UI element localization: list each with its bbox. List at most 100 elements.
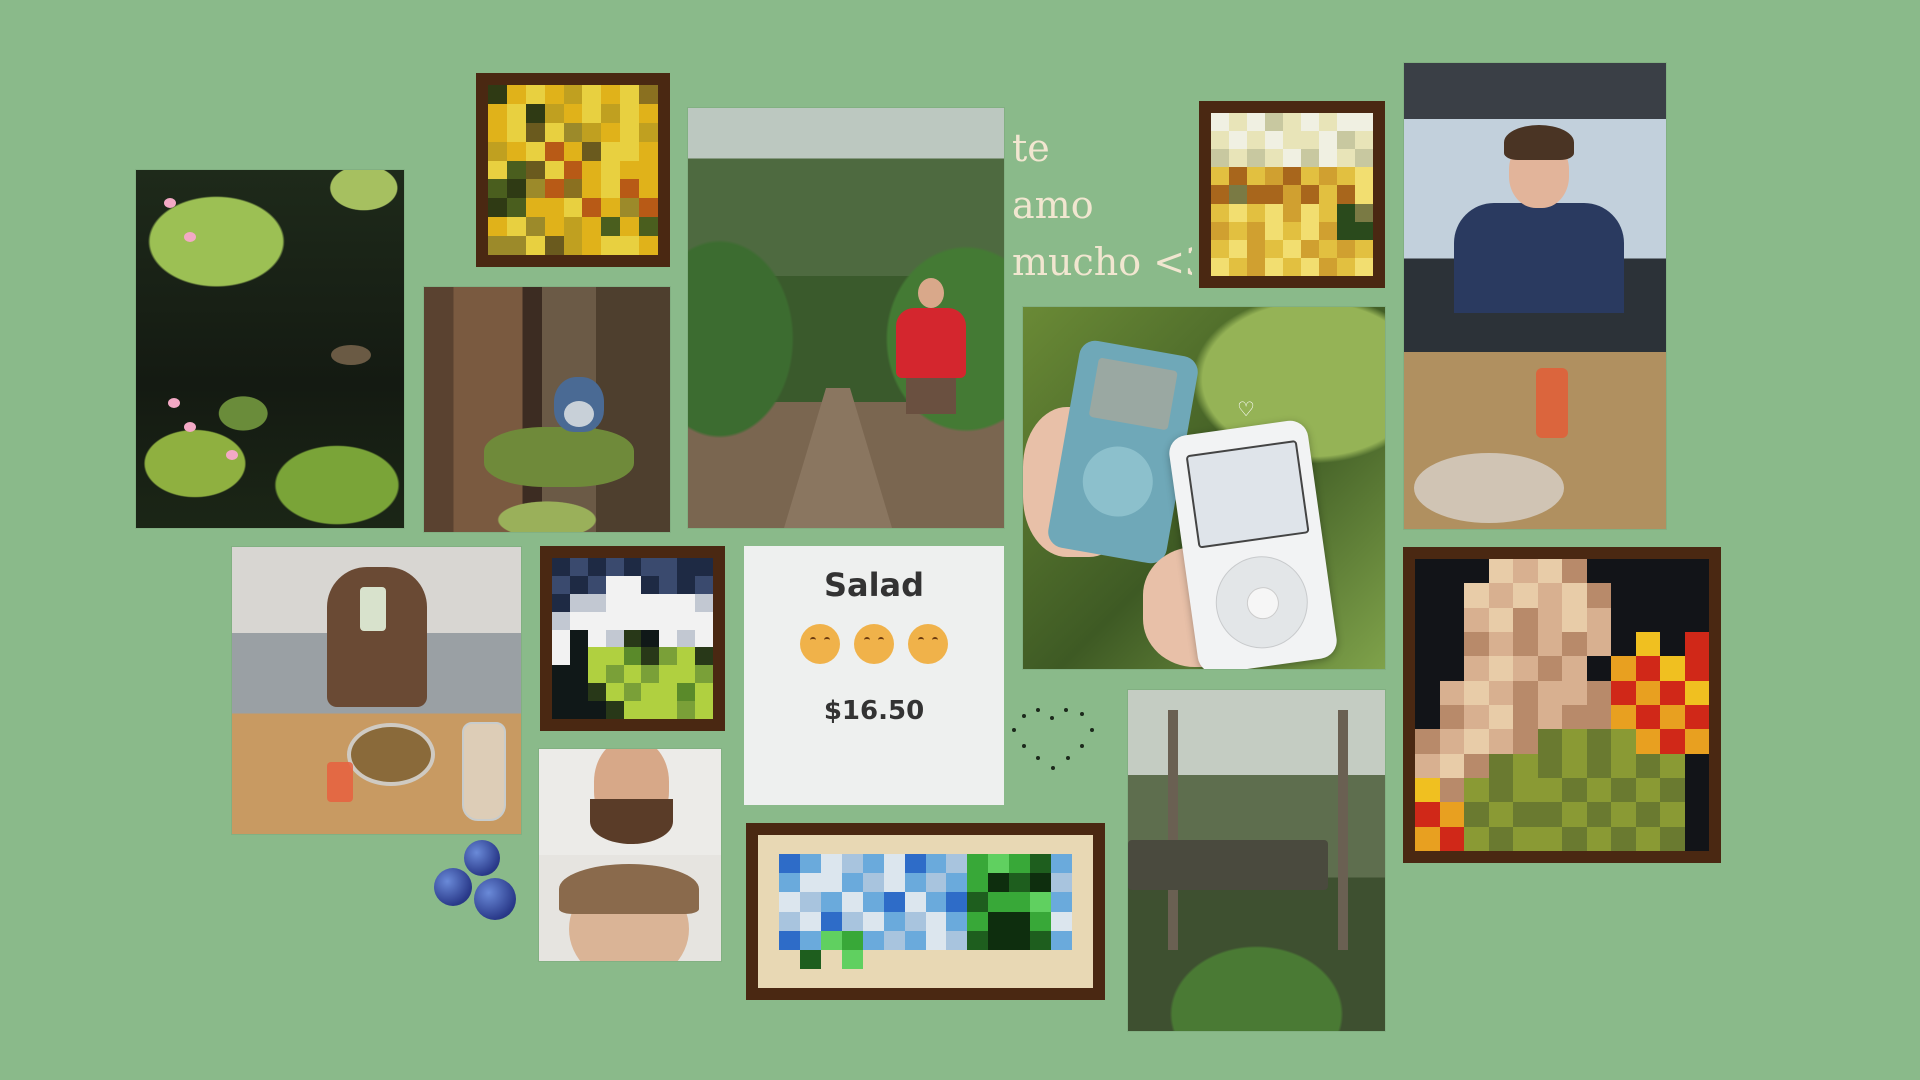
pixel-cell bbox=[778, 949, 800, 969]
pixel-cell bbox=[862, 835, 884, 855]
pixel-cell bbox=[525, 236, 545, 255]
pixel-cell bbox=[1537, 802, 1562, 827]
pixel-cell bbox=[506, 198, 526, 218]
pixel-cell bbox=[1319, 185, 1337, 204]
pixel-cell bbox=[778, 873, 800, 893]
pixel-cell bbox=[1586, 632, 1611, 657]
pixel-cell bbox=[988, 930, 1010, 950]
pixel-cell bbox=[1072, 892, 1093, 912]
pixel-cell bbox=[506, 179, 526, 199]
pixel-cell bbox=[552, 593, 570, 612]
pixel-cell bbox=[569, 683, 588, 702]
pixel-cell bbox=[641, 701, 660, 719]
pixel-cell bbox=[569, 611, 588, 630]
pixel-cell bbox=[605, 593, 624, 612]
pixel-cell bbox=[601, 103, 621, 123]
heart-dot bbox=[1066, 756, 1070, 760]
pixel-cell bbox=[758, 835, 779, 855]
pixel-cell bbox=[1513, 632, 1538, 657]
pixel-cell bbox=[506, 217, 526, 237]
pixel-cell bbox=[1415, 607, 1440, 632]
pixel-cell bbox=[1586, 729, 1611, 754]
pixel-cell bbox=[1337, 149, 1355, 168]
pixel-cell bbox=[1513, 778, 1538, 803]
pixel-cell bbox=[862, 854, 884, 874]
pixel-cell bbox=[601, 198, 621, 218]
pixel-cell bbox=[1355, 185, 1373, 204]
pixel-cell bbox=[1247, 239, 1265, 258]
pixel-cell bbox=[1051, 835, 1073, 855]
pixel-cell bbox=[623, 683, 642, 702]
pixel-cell bbox=[883, 873, 905, 893]
pixel-cell bbox=[563, 198, 583, 218]
pixel-cell bbox=[1030, 835, 1052, 855]
pixel-cell bbox=[620, 160, 640, 180]
pixel-cell bbox=[1660, 607, 1685, 632]
salad-card: Salad $16.50 bbox=[744, 546, 1004, 805]
pixel-cell bbox=[1319, 131, 1337, 150]
pixel-cell bbox=[641, 611, 660, 630]
pixel-cell bbox=[488, 103, 507, 123]
pixel-cell bbox=[1415, 632, 1440, 657]
pixel-cell bbox=[1355, 167, 1373, 186]
pixel-cell bbox=[1072, 835, 1093, 855]
pixel-cell bbox=[552, 665, 570, 684]
duck-shape bbox=[331, 345, 371, 365]
pixel-cell bbox=[1586, 705, 1611, 730]
pixel-cell bbox=[1283, 257, 1301, 276]
pixel-cell bbox=[1030, 892, 1052, 912]
pixel-cell bbox=[1513, 559, 1538, 584]
pixel-cell bbox=[1247, 203, 1265, 222]
pixel-cell bbox=[1464, 656, 1489, 681]
ipod-classic-wheel bbox=[1209, 550, 1314, 655]
pixel-cell bbox=[1439, 583, 1464, 608]
pixel-cell bbox=[1488, 753, 1513, 778]
pixel-cell bbox=[967, 835, 989, 855]
pixel-cell bbox=[623, 593, 642, 612]
pixel-cell bbox=[1537, 559, 1562, 584]
pixel-cell bbox=[488, 160, 507, 180]
pixel-cell bbox=[1513, 705, 1538, 730]
pixel-cell bbox=[988, 911, 1010, 931]
pixel-cell bbox=[695, 683, 713, 702]
upside-down-face bbox=[590, 749, 673, 844]
pixel-cell bbox=[758, 873, 779, 893]
pixel-cell bbox=[925, 968, 947, 988]
pixel-cell bbox=[1439, 559, 1464, 584]
water-carafe bbox=[462, 722, 506, 821]
heart-dot bbox=[1090, 728, 1094, 732]
pixel-cell bbox=[1439, 729, 1464, 754]
pixel-cell bbox=[506, 236, 526, 255]
pixel-cell bbox=[525, 122, 545, 142]
pixel-cell bbox=[544, 85, 564, 104]
dotted-heart-icon bbox=[1010, 706, 1110, 776]
heart-dot bbox=[1064, 708, 1068, 712]
pixel-cell bbox=[1488, 607, 1513, 632]
pixel-cell bbox=[1337, 239, 1355, 258]
pixel-cell bbox=[1635, 753, 1660, 778]
pixel-cell bbox=[605, 701, 624, 719]
pixel-cell bbox=[601, 141, 621, 161]
pixel-cell bbox=[778, 892, 800, 912]
pixel-cell bbox=[563, 85, 583, 104]
pixel-cell bbox=[1415, 656, 1440, 681]
pixel-cell bbox=[1051, 892, 1073, 912]
pixel-cell bbox=[544, 198, 564, 218]
pixel-cell bbox=[1229, 167, 1247, 186]
pixel-cell bbox=[1464, 559, 1489, 584]
pixel-cell bbox=[1301, 185, 1319, 204]
pixel-cell bbox=[552, 611, 570, 630]
pixel-cell bbox=[1355, 257, 1373, 276]
pixel-cell bbox=[1283, 131, 1301, 150]
pixel-cell bbox=[587, 575, 606, 594]
pixel-cell bbox=[1684, 778, 1709, 803]
pixel-cell bbox=[946, 968, 968, 988]
pixel-cell bbox=[639, 103, 658, 123]
pixel-cell bbox=[1301, 257, 1319, 276]
pixel-cell bbox=[1488, 559, 1513, 584]
pixel-cell bbox=[1319, 203, 1337, 222]
pixel-cell bbox=[1051, 949, 1073, 969]
pixel-cell bbox=[820, 854, 842, 874]
pixel-cell bbox=[1247, 131, 1265, 150]
pixel-cell bbox=[758, 930, 779, 950]
